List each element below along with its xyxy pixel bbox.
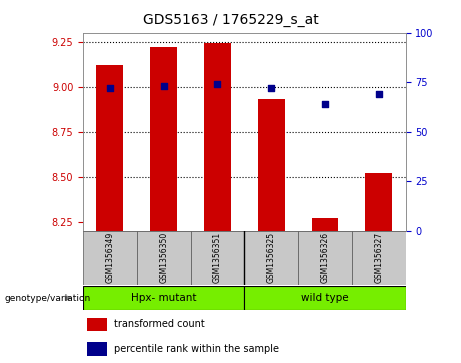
- Text: GSM1356351: GSM1356351: [213, 232, 222, 283]
- Text: wild type: wild type: [301, 293, 349, 303]
- Bar: [258, 99, 284, 231]
- Text: GSM1356326: GSM1356326: [320, 232, 330, 283]
- Text: GSM1356325: GSM1356325: [267, 232, 276, 283]
- Text: genotype/variation: genotype/variation: [5, 294, 91, 302]
- Bar: [352, 231, 406, 285]
- Bar: [244, 286, 406, 310]
- Text: GDS5163 / 1765229_s_at: GDS5163 / 1765229_s_at: [142, 13, 319, 27]
- Point: [106, 85, 113, 91]
- Bar: [96, 65, 123, 231]
- Bar: [137, 231, 190, 285]
- Point: [321, 101, 329, 107]
- Text: Hpx- mutant: Hpx- mutant: [131, 293, 196, 303]
- Point: [375, 91, 383, 97]
- Bar: [244, 231, 298, 285]
- Bar: [83, 231, 137, 285]
- Bar: [150, 47, 177, 231]
- Point: [214, 81, 221, 87]
- Point: [267, 85, 275, 91]
- Bar: [312, 218, 338, 231]
- Bar: [298, 231, 352, 285]
- Bar: [204, 44, 231, 231]
- Text: GSM1356350: GSM1356350: [159, 232, 168, 284]
- Text: GSM1356349: GSM1356349: [106, 232, 114, 284]
- Text: transformed count: transformed count: [114, 319, 205, 330]
- Bar: [190, 231, 244, 285]
- Text: GSM1356327: GSM1356327: [374, 232, 383, 283]
- Bar: [365, 173, 392, 231]
- Bar: [87, 318, 107, 331]
- Bar: [83, 286, 244, 310]
- Text: percentile rank within the sample: percentile rank within the sample: [114, 344, 279, 354]
- Bar: [87, 342, 107, 356]
- Point: [160, 83, 167, 89]
